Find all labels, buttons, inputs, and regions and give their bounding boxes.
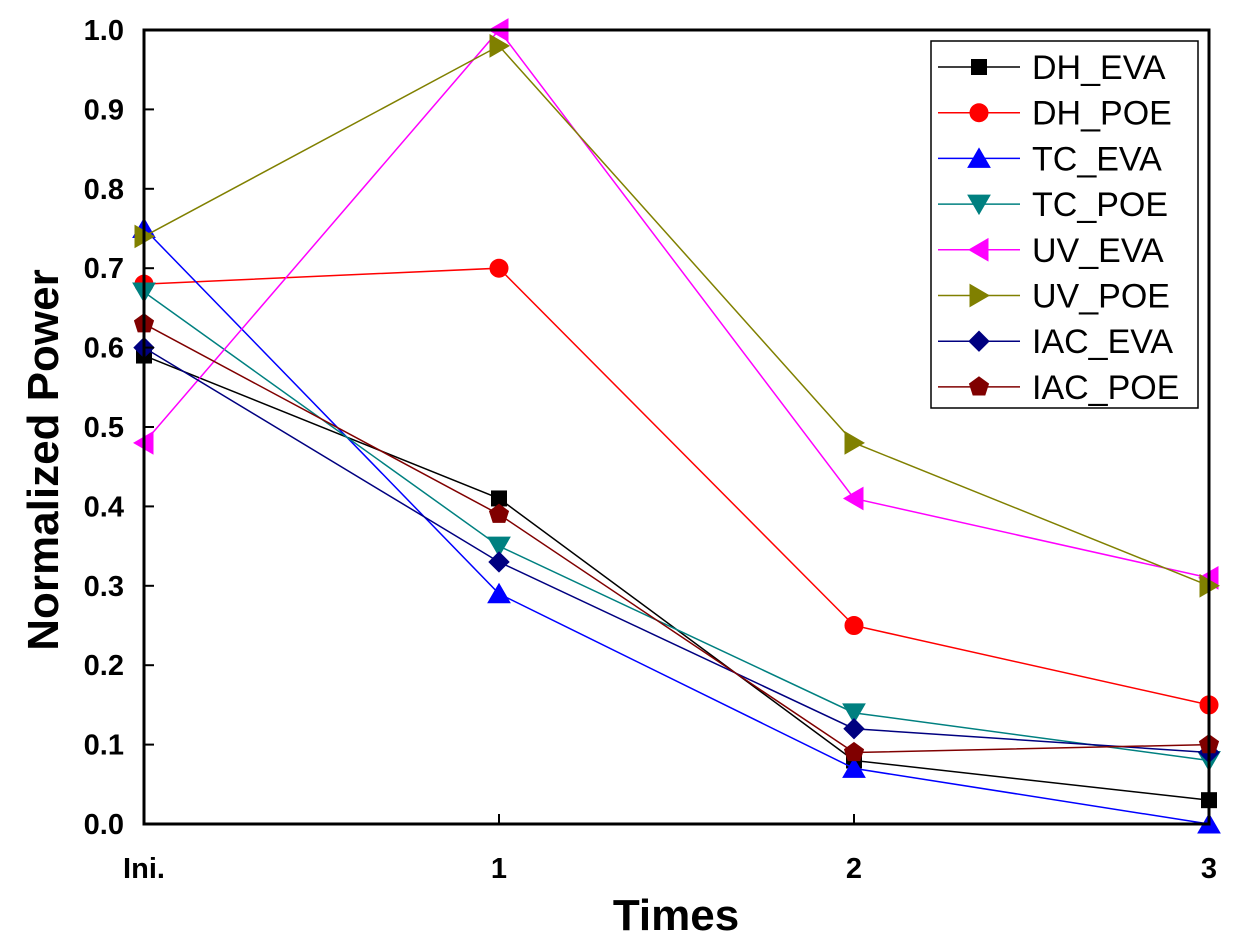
legend-item-tc-poe: TC_POE (938, 186, 1168, 224)
legend-item-uv-poe: UV_POE (938, 278, 1170, 316)
series-line-dh-eva (143, 354, 1210, 801)
series-line-uv-eva (143, 28, 1210, 579)
y-tick-label: 0.6 (84, 333, 124, 365)
legend-label: DH_EVA (1032, 49, 1166, 87)
legend-item-iac-eva: IAC_EVA (938, 323, 1173, 361)
y-axis-title: Normalized Power (19, 269, 68, 650)
y-tick-label: 0.1 (84, 730, 124, 762)
data-point-dh-poe (489, 258, 509, 278)
y-tick-label: 1.0 (84, 15, 124, 47)
y-tick-label: 0.2 (84, 650, 124, 682)
data-point-tc-eva (487, 582, 511, 604)
legend-label: DH_POE (1032, 95, 1172, 133)
legend-item-iac-poe: IAC_POE (938, 369, 1179, 407)
legend-item-uv-eva: UV_EVA (938, 232, 1164, 270)
series-dh-eva (136, 347, 1217, 809)
legend-marker-tc-eva (967, 147, 991, 168)
legend-item-tc-eva: TC_EVA (938, 140, 1162, 178)
x-axis: Ini. 1 2 3 (123, 814, 1217, 885)
data-point-iac-poe (843, 741, 865, 762)
x-tick-label: 1 (491, 853, 507, 885)
legend-label: UV_EVA (1032, 232, 1164, 270)
legend-marker-uv-poe (969, 283, 990, 308)
y-axis: 0.0 0.1 0.2 0.3 0.4 0.5 0.6 0.7 0.8 0.9 1.0 (84, 15, 154, 841)
data-point-tc-poe (842, 703, 866, 724)
series-line-tc-eva (143, 227, 1210, 825)
series-line-dh-poe (143, 267, 1210, 706)
data-point-iac-eva (488, 551, 510, 573)
legend-label: TC_EVA (1032, 140, 1162, 178)
legend: DH_EVA DH_POE TC_EVA TC_POE UV_EVA UV_POE IAC_… (930, 40, 1199, 409)
y-tick-label: 0.0 (84, 809, 124, 841)
data-point-tc-poe (487, 536, 511, 558)
data-point-iac-poe (488, 503, 510, 523)
legend-marker-iac-eva (968, 330, 990, 352)
series-line-iac-poe (143, 323, 1210, 754)
data-point-uv-eva (843, 486, 864, 511)
x-tick-label: Ini. (123, 853, 165, 885)
legend-marker-iac-poe (968, 376, 990, 396)
legend-marker-tc-poe (967, 194, 991, 216)
data-point-uv-poe (844, 431, 865, 455)
x-axis-title: Times (613, 891, 739, 940)
data-point-iac-eva (843, 718, 865, 740)
y-tick-label: 0.7 (84, 253, 124, 285)
y-tick-label: 0.4 (84, 491, 124, 523)
legend-marker-uv-eva (968, 237, 989, 262)
y-tick-label: 0.8 (84, 174, 124, 206)
data-point-uv-poe (489, 34, 510, 58)
legend-item-dh-eva: DH_EVA (938, 49, 1166, 87)
legend-item-dh-poe: DH_POE (938, 95, 1172, 133)
legend-marker-dh-poe (969, 103, 989, 123)
x-tick-label: 3 (1201, 853, 1217, 885)
y-tick-label: 0.5 (84, 412, 124, 444)
legend-label: TC_POE (1032, 186, 1168, 224)
legend-marker-dh-eva (971, 59, 987, 75)
x-tick-label: 2 (846, 853, 862, 885)
legend-label: IAC_POE (1032, 369, 1179, 407)
y-tick-label: 0.3 (84, 571, 124, 603)
y-tick-label: 0.9 (84, 94, 124, 126)
series-line-iac-eva (143, 346, 1210, 754)
legend-label: IAC_EVA (1032, 323, 1173, 361)
data-point-tc-eva (842, 757, 866, 778)
legend-label: UV_POE (1032, 278, 1170, 316)
series-line-uv-poe (143, 44, 1210, 587)
data-point-dh-poe (844, 616, 864, 635)
